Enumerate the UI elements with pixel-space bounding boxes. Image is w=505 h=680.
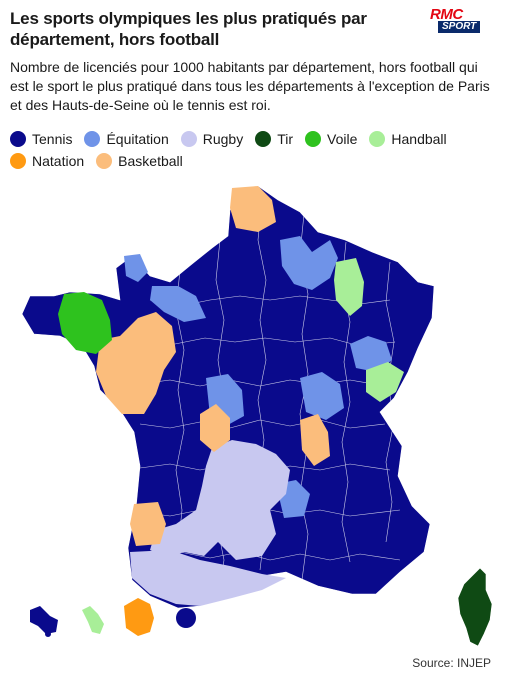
dept-equitation-orne <box>150 286 206 322</box>
dept-basketball-nord <box>230 186 276 232</box>
logo-sub: SPORT <box>438 21 481 33</box>
dept-basketball-landes <box>130 502 166 546</box>
dept-basketball-centre <box>200 404 230 452</box>
dept-handball-marne <box>334 258 364 316</box>
legend-item-voile: Voile <box>305 128 357 150</box>
dept-rugby-drome <box>236 516 272 548</box>
legend: Tennis Équitation Rugby Tir Voile Handba… <box>10 128 490 172</box>
legend-label: Rugby <box>202 131 244 147</box>
legend-swatch <box>369 131 386 147</box>
legend-item-basketball: Basketball <box>96 150 183 172</box>
dept-equitation-normandie <box>124 254 148 282</box>
legend-label: Tennis <box>32 131 73 147</box>
overseas-reunion <box>176 608 196 628</box>
legend-swatch <box>10 131 26 147</box>
legend-item-tir: Tir <box>255 128 293 150</box>
legend-label: Handball <box>391 131 447 147</box>
france-departments-map <box>21 185 493 647</box>
legend-item-natation: Natation <box>10 150 84 172</box>
dept-equitation-nord-est <box>280 236 338 290</box>
overseas-martinique <box>82 606 104 634</box>
overseas-guyane <box>124 598 154 636</box>
rmc-sport-logo: RMC SPORT <box>424 6 490 36</box>
logo-brand: RMC <box>430 6 463 23</box>
dept-equitation-bourgogne <box>300 372 344 420</box>
dept-equitation-est <box>350 336 392 372</box>
legend-swatch <box>255 131 272 147</box>
legend-item-rugby: Rugby <box>180 128 244 150</box>
legend-swatch <box>10 153 26 169</box>
dept-basketball-ouest <box>96 312 176 414</box>
legend-swatch <box>84 131 101 147</box>
legend-label: Voile <box>327 131 358 147</box>
legend-item-tennis: Tennis <box>10 128 72 150</box>
legend-label: Équitation <box>106 131 169 147</box>
legend-swatch <box>180 131 197 147</box>
legend-item-equitation: Équitation <box>84 128 169 150</box>
legend-item-handball: Handball <box>369 128 447 150</box>
dept-basketball-loire <box>300 414 330 466</box>
legend-label: Natation <box>32 153 85 169</box>
dept-rugby-pyrenees <box>130 550 286 606</box>
legend-label: Tir <box>277 131 294 147</box>
dept-handball-doubs <box>366 362 404 402</box>
map-subtitle: Nombre de licenciés pour 1000 habitants … <box>10 59 490 113</box>
overseas-small-isle <box>45 631 51 637</box>
legend-swatch <box>96 153 113 169</box>
corsica-tir <box>457 567 493 647</box>
legend-swatch <box>305 131 322 147</box>
dept-voile-bretagne <box>58 292 112 354</box>
overseas-guadeloupe <box>30 606 58 634</box>
source-note: Source: INJEP <box>412 656 491 670</box>
legend-label: Basketball <box>118 153 183 169</box>
map-title: Les sports olympiques les plus pratiqués… <box>10 9 367 49</box>
